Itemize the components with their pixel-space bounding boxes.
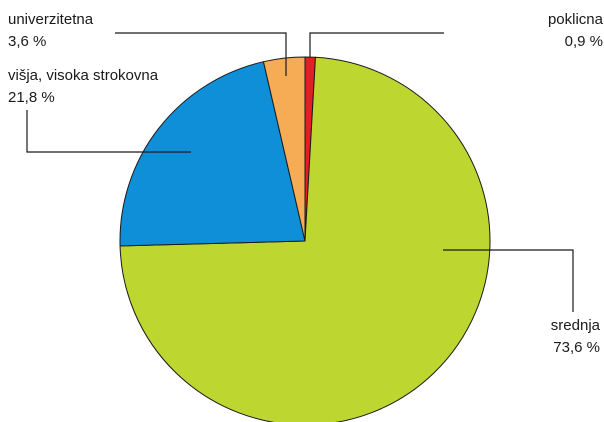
slice-value-univerzitetna: 3,6 %	[8, 33, 46, 50]
slice-value-srednja: 73,6 %	[553, 339, 600, 356]
leader-line-univerzitetna	[115, 32, 287, 76]
leader-line-visja-visoka-strokovna	[26, 110, 191, 153]
leader-line-poklicna	[309, 32, 444, 57]
slice-value-visja-visoka-strokovna: 21,8 %	[8, 89, 55, 106]
pie-slice-srednja	[119, 56, 491, 422]
leader-line-srednja	[443, 249, 574, 312]
slice-label-univerzitetna: univerzitetna	[8, 11, 94, 28]
leader-lines	[26, 32, 574, 312]
pie-slice-visja-visoka-strokovna	[119, 61, 306, 247]
pie-slice-univerzitetna	[262, 56, 306, 242]
slice-label-poklicna: poklicna	[548, 11, 604, 28]
slice-label-visja-visoka-strokovna: višja, visoka strokovna	[8, 67, 159, 84]
pie-slices	[119, 56, 491, 422]
slice-labels: poklicna 0,9 % srednja 73,6 % višja, vis…	[8, 11, 604, 356]
slice-value-poklicna: 0,9 %	[565, 33, 603, 50]
slice-label-srednja: srednja	[551, 317, 601, 334]
